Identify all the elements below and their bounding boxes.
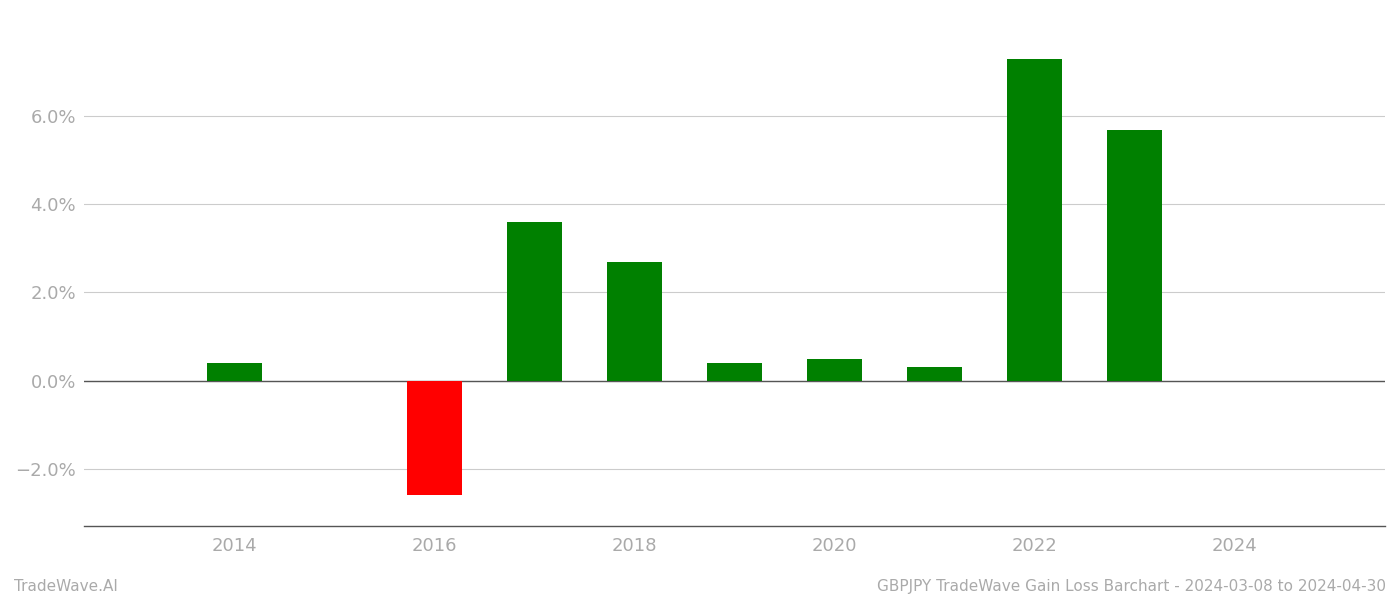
Bar — [207, 363, 262, 380]
Bar — [1007, 59, 1063, 380]
Bar — [707, 363, 762, 380]
Bar — [608, 262, 662, 380]
Bar — [806, 359, 862, 380]
Text: TradeWave.AI: TradeWave.AI — [14, 579, 118, 594]
Bar — [1107, 130, 1162, 380]
Bar — [407, 380, 462, 495]
Bar — [907, 367, 962, 380]
Text: GBPJPY TradeWave Gain Loss Barchart - 2024-03-08 to 2024-04-30: GBPJPY TradeWave Gain Loss Barchart - 20… — [876, 579, 1386, 594]
Bar — [507, 222, 561, 380]
